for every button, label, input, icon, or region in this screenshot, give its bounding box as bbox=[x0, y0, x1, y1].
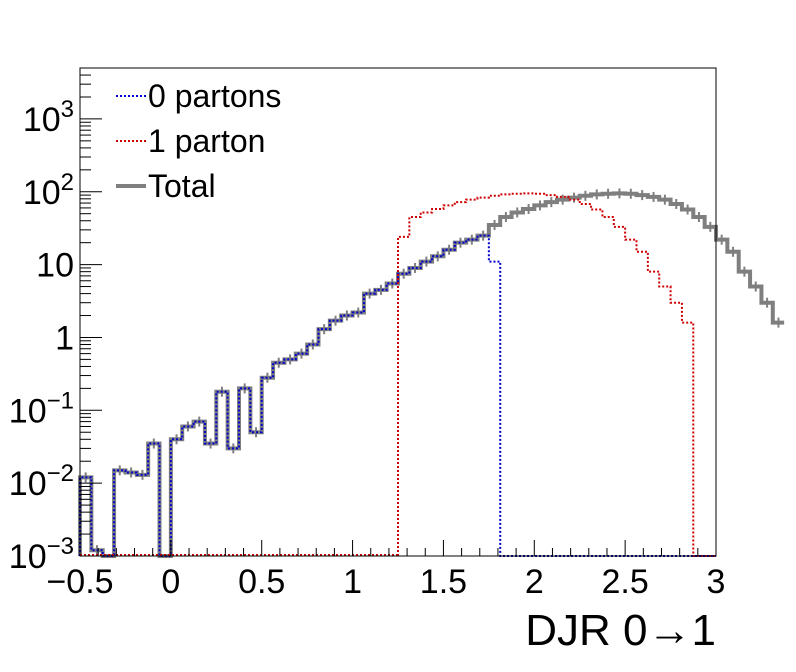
x-axis: −0.5 0 0.5 1 1.5 2 2.5 3 bbox=[46, 540, 725, 601]
y-tick-label: 103 bbox=[23, 96, 74, 139]
series-line-2 bbox=[78, 191, 785, 558]
series-line-1 bbox=[397, 192, 716, 557]
plot-border bbox=[79, 67, 717, 557]
legend-label-1: 1 parton bbox=[148, 123, 265, 159]
plot-frame bbox=[79, 67, 717, 557]
series-line-0 bbox=[79, 234, 716, 557]
x-tick-label: 1 bbox=[343, 563, 362, 601]
x-tick-label: 0.5 bbox=[238, 563, 285, 601]
y-tick-label: 10−2 bbox=[9, 460, 74, 503]
x-tick-label: −0.5 bbox=[46, 563, 113, 601]
legend: 0 partons 1 parton Total bbox=[116, 78, 281, 204]
x-tick-label: 2.5 bbox=[602, 563, 649, 601]
y-tick-label: 10−1 bbox=[9, 387, 74, 430]
legend-label-2: Total bbox=[148, 168, 216, 204]
series-layer bbox=[78, 188, 785, 558]
x-axis-label: DJR 0→1 bbox=[525, 606, 716, 655]
x-tick-label: 0 bbox=[161, 563, 180, 601]
x-tick-label: 3 bbox=[707, 563, 726, 601]
y-tick-label: 102 bbox=[23, 169, 74, 212]
y-tick-label: 10 bbox=[36, 247, 74, 285]
y-tick-label: 1 bbox=[55, 319, 74, 357]
y-tick-label: 10−3 bbox=[9, 533, 74, 576]
x-tick-label: 2 bbox=[525, 563, 544, 601]
y-axis: 10−3 10−2 10−1 1 10 102 103 bbox=[9, 67, 102, 576]
legend-label-0: 0 partons bbox=[148, 78, 281, 114]
x-tick-label: 1.5 bbox=[420, 563, 467, 601]
